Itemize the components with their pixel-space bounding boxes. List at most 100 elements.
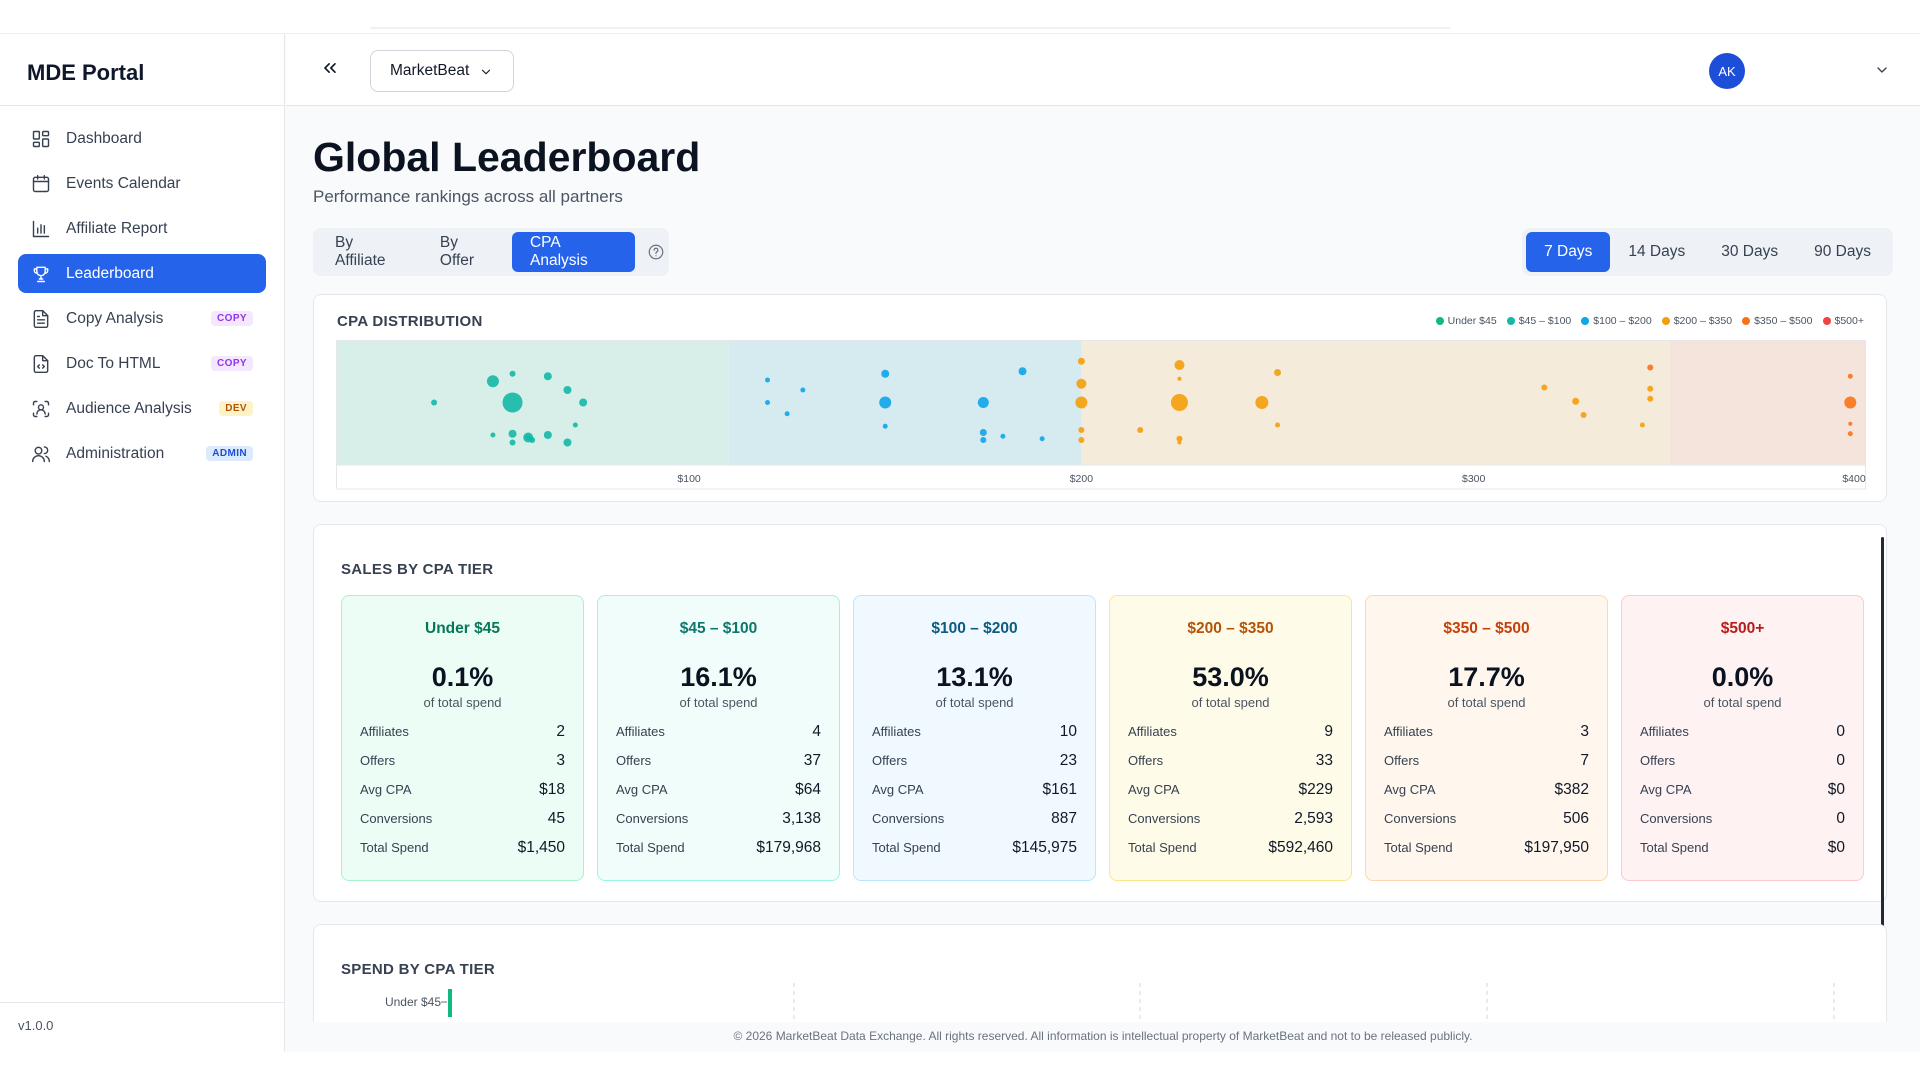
tier-stat-value: 887 — [1051, 810, 1077, 827]
scatter-point[interactable] — [1847, 373, 1853, 379]
scatter-point[interactable] — [784, 411, 790, 417]
help-circle-icon[interactable] — [647, 243, 665, 261]
tab-by-affiliate[interactable]: By Affiliate — [335, 234, 386, 269]
scatter-point[interactable] — [765, 400, 771, 405]
scatter-point[interactable] — [1647, 395, 1654, 402]
range-90-days[interactable]: 90 Days — [1814, 243, 1871, 260]
range-14-days[interactable]: 14 Days — [1628, 243, 1686, 260]
sidebar-item-leaderboard[interactable]: Leaderboard — [18, 254, 266, 293]
scatter-point[interactable] — [1075, 396, 1088, 409]
scatter-point[interactable] — [800, 387, 806, 393]
scatter-point[interactable] — [980, 437, 987, 443]
sidebar-item-dashboard[interactable]: Dashboard — [18, 119, 266, 158]
scatter-point[interactable] — [1137, 427, 1144, 433]
tier-stat-value: 7 — [1580, 752, 1589, 769]
scatter-point[interactable] — [1255, 396, 1269, 409]
scatter-point[interactable] — [1039, 436, 1045, 442]
sidebar-item-administration[interactable]: Administration ADMIN — [18, 434, 266, 473]
tier-stats: Affiliates 4 Offers 37 Avg CPA $64 Conversions… — [616, 723, 821, 868]
scatter-point[interactable] — [881, 369, 890, 378]
scatter-point[interactable] — [977, 397, 989, 408]
tier-stat-row: Avg CPA $161 — [872, 781, 1077, 810]
range-7-days[interactable]: 7 Days — [1526, 232, 1611, 272]
scatter-point[interactable] — [1580, 412, 1587, 418]
avatar[interactable]: AK — [1709, 53, 1745, 89]
collapse-sidebar-button[interactable] — [320, 58, 340, 78]
tier-stat-value: 4 — [812, 723, 821, 740]
sidebar-item-audience-analysis[interactable]: Audience Analysis DEV — [18, 389, 266, 428]
tier-stat-label: Affiliates — [1128, 724, 1177, 739]
scatter-point[interactable] — [572, 422, 578, 428]
scatter-point[interactable] — [543, 431, 552, 439]
scatter-point[interactable] — [1176, 435, 1183, 442]
sidebar-item-events-calendar[interactable]: Events Calendar — [18, 164, 266, 203]
sidebar-item-label: Doc To HTML — [66, 354, 161, 372]
scatter-point[interactable] — [509, 370, 516, 377]
scatter-point[interactable] — [1077, 357, 1085, 365]
scatter-point[interactable] — [1000, 433, 1006, 439]
scatter-point[interactable] — [1847, 431, 1853, 437]
tier-percent: 0.0% — [1711, 662, 1774, 692]
scatter-point[interactable] — [1177, 440, 1182, 445]
scatter-point[interactable] — [1078, 427, 1085, 433]
scatter-point[interactable] — [509, 439, 516, 446]
scatter-point[interactable] — [765, 377, 771, 383]
scatter-point[interactable] — [502, 392, 523, 413]
legend-item: $350 – $500 — [1742, 315, 1813, 327]
scatter-point[interactable] — [879, 396, 892, 409]
scatter-point[interactable] — [979, 429, 987, 436]
admin-badge: ADMIN — [206, 446, 253, 461]
scatter-point[interactable] — [1572, 397, 1580, 405]
scatter-point[interactable] — [490, 432, 496, 438]
range-30-days[interactable]: 30 Days — [1721, 243, 1779, 260]
sidebar-item-label: Audience Analysis — [66, 399, 192, 417]
scrollbar[interactable] — [1881, 537, 1884, 1047]
tier-stat-row: Total Spend $0 — [1640, 839, 1845, 868]
sidebar-item-label: Copy Analysis — [66, 309, 164, 327]
tier-percent-label: of total spend — [1191, 695, 1270, 710]
scatter-point[interactable] — [1848, 421, 1853, 426]
tier-stat-value: 0 — [1836, 723, 1845, 740]
sidebar: MDE Portal Dashboard Events Calendar Aff… — [0, 34, 285, 1052]
sidebar-item-doc-to-html[interactable]: Doc To HTML COPY — [18, 344, 266, 383]
sidebar-item-copy-analysis[interactable]: Copy Analysis COPY — [18, 299, 266, 338]
scatter-point[interactable] — [882, 423, 888, 429]
scatter-point[interactable] — [563, 438, 572, 447]
scatter-point[interactable] — [1170, 394, 1188, 411]
spend-bar[interactable] — [448, 989, 452, 1017]
scatter-point[interactable] — [563, 386, 572, 394]
tab-by-offer[interactable]: By Offer — [439, 234, 475, 269]
tier-band — [728, 340, 1082, 465]
tier-stat-row: Conversions 45 — [360, 810, 565, 839]
legend-item: $45 – $100 — [1506, 315, 1571, 327]
org-select-value: MarketBeat — [390, 62, 470, 79]
scatter-point[interactable] — [1844, 396, 1857, 409]
tier-stat-row: Offers 0 — [1640, 752, 1845, 781]
legend-item: Under $45 — [1435, 315, 1497, 327]
scatter-point[interactable] — [1647, 385, 1654, 392]
tier-stat-value: 33 — [1315, 752, 1333, 769]
org-select[interactable]: MarketBeat — [370, 50, 514, 92]
sidebar-item-affiliate-report[interactable]: Affiliate Report — [18, 209, 266, 248]
user-menu-chevron-icon[interactable] — [1874, 62, 1890, 78]
scatter-point[interactable] — [508, 429, 517, 438]
tier-stat-row: Affiliates 0 — [1640, 723, 1845, 752]
scatter-point[interactable] — [1177, 376, 1182, 381]
scatter-point[interactable] — [1274, 369, 1282, 376]
scatter-point[interactable] — [543, 372, 552, 381]
scatter-point[interactable] — [1174, 360, 1185, 370]
scatter-point[interactable] — [1076, 378, 1087, 389]
scatter-point[interactable] — [1647, 364, 1654, 371]
scatter-point[interactable] — [431, 399, 438, 406]
tier-stats: Affiliates 0 Offers 0 Avg CPA $0 Conversions 0 T… — [1640, 723, 1845, 868]
scatter-point[interactable] — [1639, 422, 1645, 428]
sidebar-item-label: Administration — [66, 444, 165, 462]
tab-cpa-analysis[interactable]: CPA Analysis — [511, 232, 635, 272]
scatter-point[interactable] — [1541, 384, 1548, 391]
scatter-point[interactable] — [1078, 437, 1085, 443]
scatter-point[interactable] — [529, 437, 536, 443]
scatter-point[interactable] — [1018, 367, 1027, 376]
scatter-point[interactable] — [1275, 422, 1281, 428]
scatter-point[interactable] — [486, 375, 499, 388]
scatter-point[interactable] — [579, 398, 588, 407]
